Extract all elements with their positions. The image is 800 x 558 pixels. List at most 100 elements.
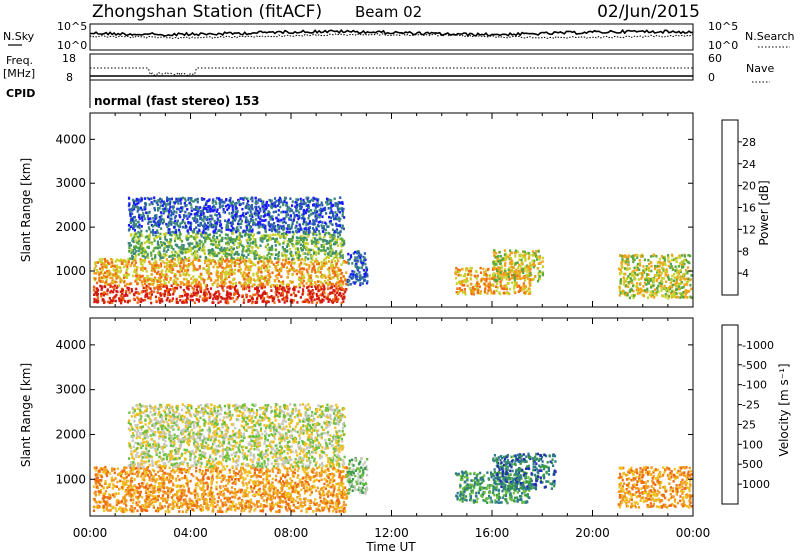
data-cell [269,229,271,232]
data-cell [177,254,179,257]
data-cell [103,277,105,280]
data-cell [651,265,653,268]
data-cell [335,204,337,207]
data-cell [102,269,104,272]
data-cell [464,288,466,291]
data-cell [618,268,620,271]
data-cell [336,241,338,244]
data-cell [192,263,194,266]
data-cell [325,201,327,204]
data-cell [627,264,629,267]
data-cell [359,256,361,259]
data-cell [144,290,146,293]
data-cell [504,264,506,267]
data-cell [307,286,309,289]
data-cell [292,258,294,261]
data-cell [531,254,533,257]
data-cell [329,298,331,301]
data-cell [317,290,319,293]
data-cell [503,285,505,288]
data-cell [155,222,157,225]
data-cell [238,269,240,272]
data-cell [148,292,150,295]
data-cell [273,202,275,205]
data-cell [123,274,125,277]
data-cell [177,278,179,281]
data-cell [242,288,244,291]
data-cell [257,223,259,226]
data-cell [140,207,142,210]
data-cell [270,205,272,208]
data-cell [342,202,344,205]
data-cell [656,274,658,277]
data-cell [174,282,176,285]
data-cell [227,302,229,305]
data-cell [135,275,137,278]
data-cell [262,200,264,203]
data-cell [152,231,154,234]
data-cell [342,214,344,217]
data-cell [152,234,154,237]
data-cell [173,226,175,229]
nsky-tick-bottom: 10^0 [57,39,87,52]
data-cell [152,217,154,220]
data-cell [189,263,191,266]
data-cell [690,288,692,291]
data-cell [147,215,149,218]
data-cell [528,282,530,285]
data-cell [186,215,188,218]
data-cell [314,260,316,263]
data-cell [222,270,224,273]
data-cell [224,220,226,223]
data-cell [104,260,106,263]
data-cell [152,283,154,286]
data-cell [193,258,195,261]
data-cell [93,301,95,304]
data-cell [485,285,487,288]
data-cell [484,287,486,290]
data-cell [255,218,257,221]
data-cell [243,301,245,304]
data-cell [273,284,275,287]
data-cell [109,302,111,305]
data-cell [317,202,319,205]
data-cell [135,219,137,222]
data-cell [289,197,291,200]
data-cell [339,196,341,199]
nsky-tick-top: 10^5 [57,20,87,33]
data-cell [665,296,667,299]
data-cell [352,273,354,276]
data-cell [318,262,320,265]
data-cell [633,295,635,298]
data-cell [465,281,467,284]
data-cell [220,281,222,284]
data-cell [281,226,283,229]
freq-tick-top: 18 [62,52,76,65]
data-cell [511,260,513,263]
data-cell [235,210,237,213]
data-cell [348,280,350,283]
data-cell [347,284,349,287]
data-cell [365,266,367,269]
data-cell [162,222,164,225]
data-cell [657,269,659,272]
data-cell [256,252,258,255]
data-cell [482,268,484,271]
data-cell [216,197,218,200]
data-cell [252,294,254,297]
data-cell [288,261,290,264]
data-cell [281,283,283,286]
data-cell [97,271,99,274]
data-cell [111,300,113,303]
data-cell [249,295,251,298]
data-cell [306,269,308,272]
data-cell [198,276,200,279]
ytick-label: 4000 [55,132,86,146]
data-cell [514,284,516,287]
data-cell [342,275,344,278]
data-cell [303,212,305,215]
data-cell [269,199,271,202]
data-cell [176,234,178,237]
data-cell [199,206,201,209]
data-cell [499,251,501,254]
